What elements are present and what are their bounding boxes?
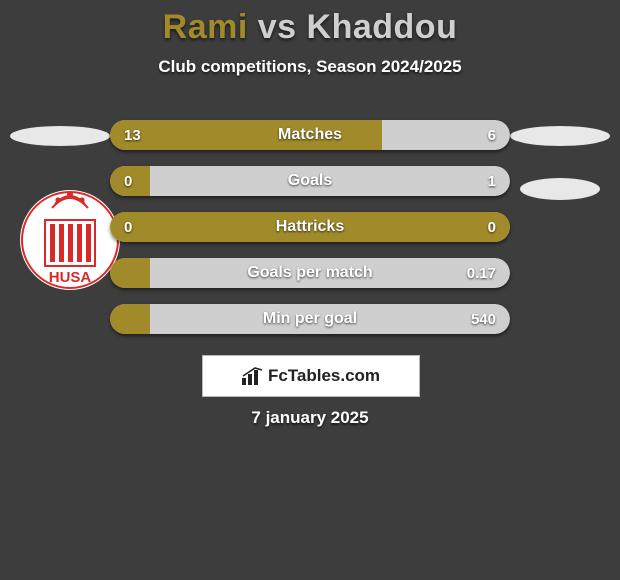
stat-value-right: 540: [471, 304, 496, 334]
stat-value-right: 0.17: [467, 258, 496, 288]
stat-value-right: 6: [488, 120, 496, 150]
stat-bar-fill: [110, 120, 382, 150]
brand-text: FcTables.com: [268, 366, 380, 386]
stat-row: 00Hattricks: [110, 212, 510, 242]
player2-avatar-placeholder: [510, 126, 610, 146]
page-title: Rami vs Khaddou: [0, 0, 620, 47]
stat-value-left: 13: [124, 120, 141, 150]
player1-club-badge: HUSA: [20, 180, 120, 300]
stat-bar-track: [110, 304, 510, 334]
date-text: 7 january 2025: [0, 408, 620, 428]
stat-bar-track: [110, 258, 510, 288]
stat-row: 0.17Goals per match: [110, 258, 510, 288]
player2-club-badge-placeholder: [520, 178, 600, 200]
brand-box[interactable]: FcTables.com: [202, 355, 420, 397]
title-vs: vs: [258, 8, 297, 46]
stat-value-left: 0: [124, 212, 132, 242]
subtitle: Club competitions, Season 2024/2025: [0, 57, 620, 77]
stat-bar-fill: [110, 258, 150, 288]
player2-name: Khaddou: [307, 8, 458, 46]
stat-row: 01Goals: [110, 166, 510, 196]
stat-bar-fill: [110, 212, 510, 242]
stat-value-left: 0: [124, 166, 132, 196]
player1-name: Rami: [163, 8, 248, 46]
husa-badge-icon: HUSA: [20, 180, 120, 300]
stat-row: 540Min per goal: [110, 304, 510, 334]
stat-value-right: 0: [488, 212, 496, 242]
svg-text:HUSA: HUSA: [49, 269, 92, 286]
stat-bar-fill: [110, 304, 150, 334]
player1-avatar-placeholder: [10, 126, 110, 146]
stats-panel: 136Matches01Goals00Hattricks0.17Goals pe…: [110, 120, 510, 350]
barchart-icon: [242, 367, 264, 385]
stat-bar-track: [110, 166, 510, 196]
stat-value-right: 1: [488, 166, 496, 196]
stat-row: 136Matches: [110, 120, 510, 150]
comparison-card: Rami vs Khaddou Club competitions, Seaso…: [0, 0, 620, 580]
